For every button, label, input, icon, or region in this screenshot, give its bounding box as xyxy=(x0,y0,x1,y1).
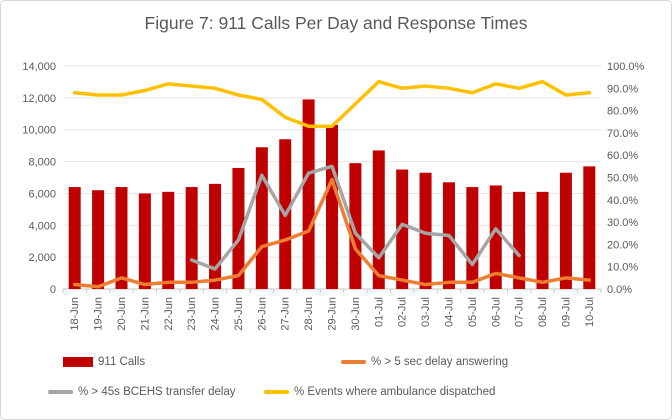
legend-item-ambulance-dispatched: % Events where ambulance dispatched xyxy=(264,386,495,398)
svg-text:20-Jun: 20-Jun xyxy=(116,297,128,331)
ambulance-dispatched-line-swatch-icon xyxy=(264,390,289,394)
svg-text:80.0%: 80.0% xyxy=(607,106,638,118)
svg-text:23-Jun: 23-Jun xyxy=(186,297,198,331)
legend-item-911-calls: 911 Calls xyxy=(63,356,341,368)
svg-text:05-Jul: 05-Jul xyxy=(467,297,479,327)
svg-text:30.0%: 30.0% xyxy=(607,217,638,229)
svg-text:09-Jul: 09-Jul xyxy=(560,297,572,327)
svg-text:10-Jul: 10-Jul xyxy=(584,297,596,327)
svg-text:12,000: 12,000 xyxy=(22,93,56,105)
svg-text:100.0%: 100.0% xyxy=(607,61,645,73)
legend-item-delay-answering: % > 5 sec delay answering xyxy=(341,356,508,368)
911-calls-bar-swatch-icon xyxy=(63,357,93,367)
svg-text:27-Jun: 27-Jun xyxy=(280,297,292,331)
legend-label: % > 45s BCEHS transfer delay xyxy=(78,386,236,398)
chart-legend: 911 Calls % > 5 sec delay answering % > … xyxy=(1,347,671,407)
legend-label: % Events where ambulance dispatched xyxy=(294,386,496,398)
svg-text:30-Jun: 30-Jun xyxy=(350,297,362,331)
svg-text:22-Jun: 22-Jun xyxy=(163,297,175,331)
svg-text:90.0%: 90.0% xyxy=(607,83,638,95)
svg-text:08-Jul: 08-Jul xyxy=(537,297,549,327)
svg-text:50.0%: 50.0% xyxy=(607,173,638,185)
svg-text:29-Jun: 29-Jun xyxy=(327,297,339,331)
svg-text:25-Jun: 25-Jun xyxy=(233,297,245,331)
svg-text:60.0%: 60.0% xyxy=(607,150,638,162)
svg-text:06-Jul: 06-Jul xyxy=(490,297,502,327)
transfer-delay-line-swatch-icon xyxy=(48,390,73,394)
svg-text:70.0%: 70.0% xyxy=(607,128,638,140)
legend-item-transfer-delay: % > 45s BCEHS transfer delay xyxy=(48,386,264,398)
svg-text:10.0%: 10.0% xyxy=(607,262,638,274)
svg-text:0: 0 xyxy=(50,284,56,296)
legend-label: % > 5 sec delay answering xyxy=(371,356,509,368)
chart-plot-area: 0 2,000 4,000 6,000 8,000 10,000 12,000 14,000 0… xyxy=(22,61,645,331)
svg-text:18-Jun: 18-Jun xyxy=(69,297,81,331)
svg-text:40.0%: 40.0% xyxy=(607,195,638,207)
svg-text:19-Jun: 19-Jun xyxy=(93,297,105,331)
svg-text:10,000: 10,000 xyxy=(22,125,56,137)
svg-text:28-Jun: 28-Jun xyxy=(303,297,315,331)
svg-text:04-Jul: 04-Jul xyxy=(443,297,455,327)
svg-text:14,000: 14,000 xyxy=(22,61,56,73)
svg-text:02-Jul: 02-Jul xyxy=(397,297,409,327)
svg-text:26-Jun: 26-Jun xyxy=(256,297,268,331)
svg-text:21-Jun: 21-Jun xyxy=(139,297,151,331)
svg-text:2,000: 2,000 xyxy=(28,252,56,264)
svg-text:8,000: 8,000 xyxy=(28,157,56,169)
legend-label: 911 Calls xyxy=(98,356,146,368)
svg-text:01-Jul: 01-Jul xyxy=(373,297,385,327)
chart-title: Figure 7: 911 Calls Per Day and Response… xyxy=(144,13,528,33)
svg-text:6,000: 6,000 xyxy=(28,188,56,200)
svg-text:03-Jul: 03-Jul xyxy=(420,297,432,327)
svg-text:4,000: 4,000 xyxy=(28,220,56,232)
svg-text:20.0%: 20.0% xyxy=(607,239,638,251)
svg-text:0.0%: 0.0% xyxy=(607,284,632,296)
delay-answering-line-swatch-icon xyxy=(341,360,366,364)
svg-text:24-Jun: 24-Jun xyxy=(210,297,222,331)
svg-text:07-Jul: 07-Jul xyxy=(514,297,526,327)
